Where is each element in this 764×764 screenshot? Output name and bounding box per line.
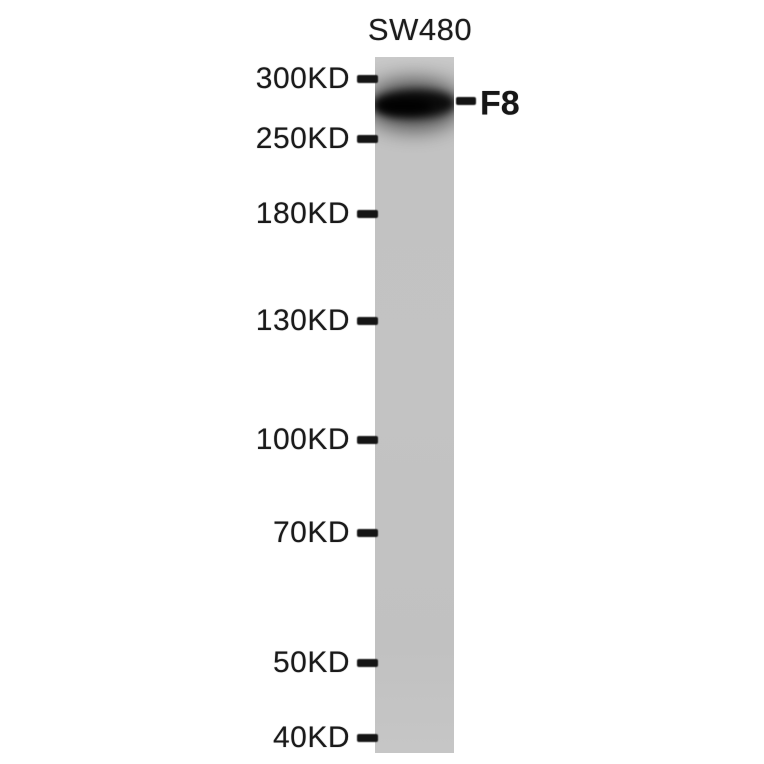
mw-marker-tick (357, 436, 378, 444)
band-label: F8 (480, 84, 520, 123)
mw-marker-label: 40KD (272, 721, 350, 754)
mw-marker-row: 250KD (0, 124, 378, 154)
blot-lane (375, 57, 454, 753)
mw-marker-tick (357, 529, 378, 537)
mw-marker-tick (357, 75, 378, 83)
protein-band-dark-center (378, 99, 432, 113)
mw-marker-label: 100KD (255, 423, 350, 456)
mw-marker-label: 300KD (255, 62, 350, 95)
mw-marker-tick (357, 659, 378, 667)
mw-marker-row: 40KD (0, 723, 378, 753)
mw-marker-label: 50KD (272, 646, 350, 679)
mw-marker-label: 70KD (272, 516, 350, 549)
mw-marker-row: 50KD (0, 648, 378, 678)
mw-marker-row: 70KD (0, 518, 378, 548)
lane-label: SW480 (367, 12, 473, 47)
mw-marker-label: 180KD (255, 197, 350, 230)
mw-marker-label: 130KD (255, 304, 350, 337)
mw-marker-label: 250KD (255, 122, 350, 155)
mw-marker-tick (357, 210, 378, 218)
band-pointer-tick (456, 97, 476, 105)
mw-marker-tick (357, 734, 378, 742)
mw-marker-row: 130KD (0, 306, 378, 336)
mw-marker-row: 100KD (0, 425, 378, 455)
mw-marker-tick (357, 135, 378, 143)
mw-marker-row: 300KD (0, 64, 378, 94)
mw-marker-tick (357, 317, 378, 325)
mw-marker-row: 180KD (0, 199, 378, 229)
